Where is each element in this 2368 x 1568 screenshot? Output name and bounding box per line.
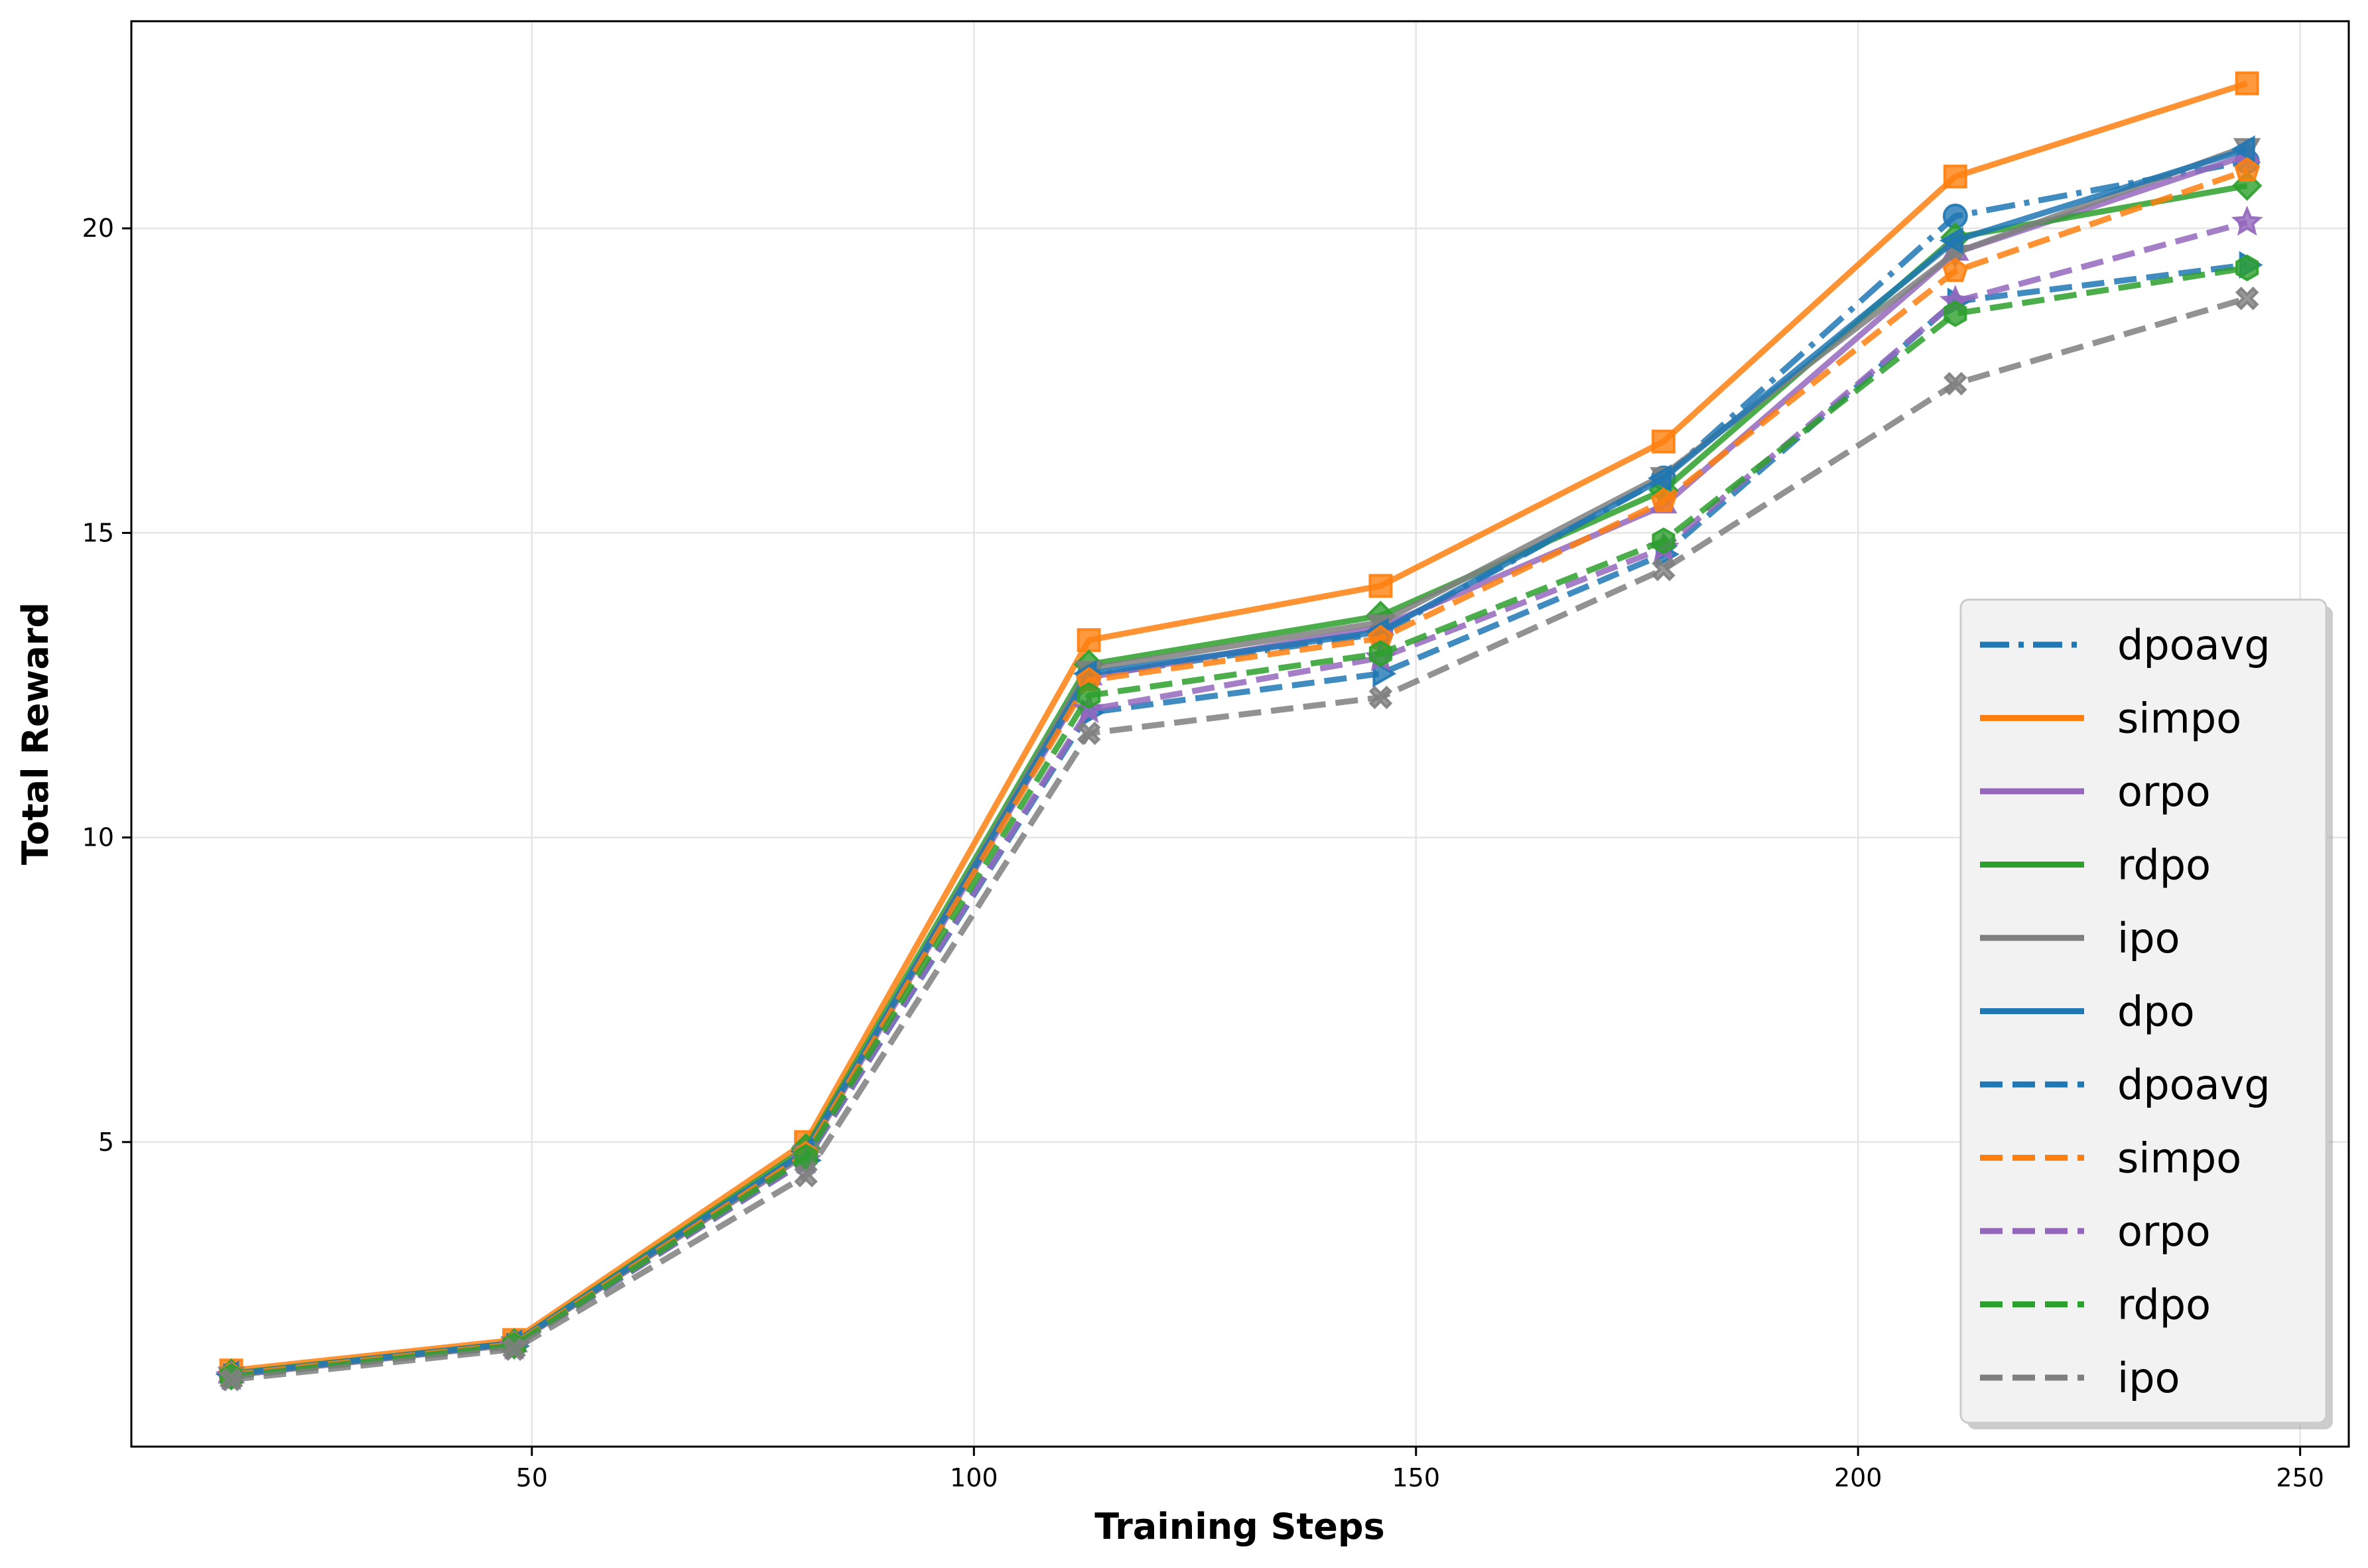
x-tick-label: 50 [516, 1463, 548, 1492]
series-simpo-dashed [218, 157, 2261, 1386]
marker-x [2235, 287, 2259, 310]
marker-x [1368, 685, 1393, 710]
marker-hexagon [1077, 682, 1101, 709]
marker-x [1652, 557, 1676, 582]
legend-item: simpo [1980, 694, 2241, 743]
legend-item: dpoavg [1980, 621, 2270, 669]
marker-square [1368, 574, 1393, 598]
legend-label: simpo [2117, 1134, 2241, 1183]
legend-box [1959, 598, 2328, 1424]
series-line [231, 143, 2249, 1378]
series-line [231, 158, 2248, 1378]
series-dpoavg-dashed [223, 251, 2263, 1391]
series-line [231, 265, 2248, 1380]
marker-star [2231, 205, 2263, 236]
legend-label: rdpo [2117, 841, 2211, 889]
marker-hexagon [2235, 254, 2259, 282]
legend-item: dpo [1980, 988, 2195, 1036]
series-line [231, 146, 2249, 1378]
legend-item: simpo [1980, 1134, 2241, 1183]
legend-item: orpo [1980, 767, 2211, 816]
legend-item: orpo [1980, 1207, 2211, 1256]
marker-square [1077, 628, 1101, 653]
series-group [215, 71, 2263, 1392]
marker-x [502, 1337, 526, 1361]
series-line [231, 167, 2249, 1378]
series-line [231, 152, 2249, 1379]
legend-label: simpo [2117, 694, 2241, 743]
marker-pentagon [1942, 257, 1969, 283]
marker-square [1943, 164, 1967, 189]
legend-label: rdpo [2117, 1281, 2211, 1329]
series-line [231, 261, 2248, 1380]
legend-item: ipo [1980, 1354, 2180, 1402]
x-tick-label: 200 [1834, 1463, 1882, 1492]
series-ipo-dashed [219, 287, 2259, 1392]
y-tick-label: 15 [82, 518, 114, 547]
series-line [231, 219, 2248, 1380]
marker-hexagon [1652, 527, 1676, 555]
y-tick-label: 5 [98, 1128, 114, 1157]
marker-triangle-left [1939, 226, 1963, 255]
x-tick-label: 100 [950, 1463, 998, 1492]
marker-x [1077, 721, 1101, 746]
marker-pentagon [2234, 157, 2261, 182]
legend-item: rdpo [1980, 1281, 2211, 1329]
marker-triangle-left [2231, 135, 2255, 163]
marker-triangle-right [1372, 659, 1397, 688]
x-axis-label: Training Steps [1094, 1506, 1384, 1547]
marker-x [1943, 371, 1967, 396]
series-dpoavg-dashdot [218, 149, 2260, 1388]
y-axis-label: Total Reward [15, 602, 56, 865]
marker-square [2235, 71, 2259, 96]
legend-label: dpoavg [2117, 621, 2270, 669]
legend-label: ipo [2117, 914, 2180, 962]
legend-label: ipo [2117, 1354, 2180, 1402]
ticks: 50 100 150 200 250 5 10 15 20 [82, 214, 2324, 1492]
series-line [231, 295, 2248, 1383]
marker-hexagon [1943, 300, 1967, 328]
series-orpo-solid [217, 139, 2261, 1384]
y-tick-label: 20 [82, 214, 114, 243]
legend-label: dpoavg [2117, 1061, 2270, 1109]
legend-item: rdpo [1980, 841, 2211, 889]
marker-square [1651, 429, 1676, 454]
legend-label: dpo [2117, 988, 2195, 1036]
legend-label: orpo [2117, 767, 2211, 816]
marker-hexagon [1368, 639, 1392, 667]
marker-x [219, 1368, 243, 1392]
legend-item: ipo [1980, 914, 2180, 962]
marker-pentagon [1650, 488, 1677, 513]
y-tick-label: 10 [82, 823, 114, 852]
legend: dpoavg simpo orpo rdpo ipo dpo dpoavg simpo orpo… [1959, 598, 2333, 1429]
series-ipo-solid [217, 138, 2261, 1391]
marker-x [794, 1163, 818, 1188]
x-tick-label: 250 [2276, 1463, 2324, 1492]
series-line [231, 182, 2248, 1377]
legend-item: dpoavg [1980, 1061, 2270, 1109]
plot-frame [130, 20, 2350, 1448]
legend-label: orpo [2117, 1207, 2211, 1256]
series-dpo-solid [215, 135, 2255, 1388]
x-tick-label: 150 [1392, 1463, 1440, 1492]
series-rdpo-dashed [220, 254, 2259, 1390]
marker-triangle-left [1647, 464, 1672, 492]
series-rdpo-solid [216, 170, 2263, 1389]
